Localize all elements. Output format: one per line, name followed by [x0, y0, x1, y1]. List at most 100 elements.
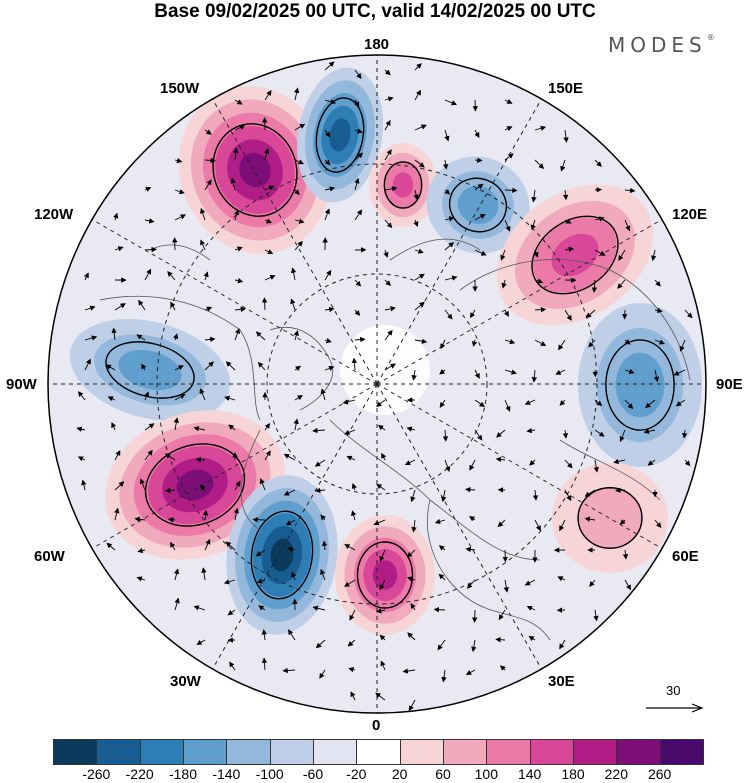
wind-arrow: [204, 361, 214, 371]
wind-arrow: [84, 305, 96, 311]
meridian-line: [206, 89, 378, 385]
wind-arrow: [381, 452, 387, 461]
wind-arrow: [524, 399, 536, 405]
wind-arrow: [204, 157, 216, 164]
wind-arrow: [442, 429, 449, 442]
wind-arrow: [376, 608, 386, 614]
wind-arrow: [202, 509, 209, 521]
wind-arrow: [503, 579, 509, 593]
colorbar-tick-label: 220: [604, 766, 629, 782]
lon-label-30e: 30E: [548, 673, 575, 690]
wind-arrow: [465, 669, 476, 675]
colorbar-tick-label: 100: [474, 766, 499, 782]
streamline-loop: [577, 487, 643, 549]
wind-arrow: [144, 186, 152, 192]
wind-arrow: [195, 456, 206, 463]
wind-arrow: [234, 124, 246, 131]
wind-arrow: [684, 459, 691, 467]
wind-arrow: [233, 209, 240, 221]
wind-arrow: [320, 568, 326, 581]
wind-arrow: [504, 219, 511, 232]
wind-arrow: [499, 665, 506, 671]
wind-arrow: [413, 189, 419, 201]
wind-arrow: [534, 339, 547, 346]
wind-arrow: [259, 478, 266, 491]
wind-arrow: [228, 424, 236, 431]
wind-arrow: [439, 369, 446, 375]
wind-arrow: [234, 480, 241, 491]
wind-arrow: [170, 541, 176, 551]
meridian-line: [376, 89, 548, 385]
wind-arrow: [414, 63, 422, 71]
wind-arrow: [294, 123, 306, 131]
wind-arrow: [414, 124, 427, 131]
colorbar-swatch: [313, 739, 358, 765]
wind-arrow: [466, 579, 476, 589]
wind-arrow: [294, 394, 303, 401]
wind-arrow: [594, 216, 605, 222]
wind-arrow: [496, 429, 506, 438]
anomaly-contour: [615, 352, 665, 418]
wind-arrow: [410, 602, 416, 611]
wind-arrow: [84, 358, 91, 371]
colorbar-tick-label: 180: [561, 766, 585, 782]
colorbar-swatch: [573, 739, 618, 765]
wind-arrow: [444, 242, 455, 251]
wind-arrow: [654, 339, 665, 345]
wind-arrow: [199, 388, 206, 401]
wind-arrow: [223, 579, 236, 585]
wind-arrow: [654, 519, 662, 529]
wind-arrow: [643, 428, 656, 434]
wind-arrow: [584, 489, 596, 497]
wind-arrow: [114, 507, 120, 521]
colorbar-tick-label: -20: [346, 766, 367, 782]
wind-arrow: [465, 546, 476, 553]
wind-arrow: [174, 157, 183, 164]
wind-arrow: [564, 459, 573, 469]
wind-arrow: [114, 481, 125, 491]
wind-arrow: [593, 609, 599, 622]
wind-arrow: [264, 218, 272, 224]
wind-arrow: [645, 399, 656, 409]
wind-arrow: [474, 183, 484, 191]
wind-arrow: [651, 249, 657, 262]
wind-arrow: [199, 484, 206, 491]
wind-arrow: [136, 334, 146, 341]
wind-arrow: [471, 639, 477, 653]
colorbar-tick-label: -100: [255, 766, 284, 782]
lon-label-90e: 90E: [716, 376, 743, 393]
wind-arrow: [324, 186, 336, 192]
wind-arrow: [173, 417, 179, 431]
wind-arrow: [351, 510, 357, 521]
wind-arrow: [83, 272, 89, 281]
wind-arrow: [204, 538, 211, 551]
coastline: [427, 499, 551, 641]
wind-arrow: [531, 369, 538, 383]
wind-arrow: [348, 667, 356, 673]
colorbar-swatch: [399, 739, 444, 765]
coastline: [240, 429, 261, 531]
streamline-loop: [383, 161, 423, 209]
wind-arrow: [261, 297, 268, 311]
wind-arrow: [438, 573, 446, 581]
coastline: [99, 295, 261, 421]
colorbar-swatch: [269, 739, 314, 765]
graticule: [48, 55, 706, 713]
streamline-loop: [105, 341, 195, 399]
wind-arrow: [193, 605, 206, 611]
wind-arrow: [444, 309, 453, 320]
wind-arrow: [144, 391, 150, 401]
wind-arrow: [107, 396, 116, 402]
wind-arrow: [384, 96, 394, 102]
wind-arrow: [233, 147, 239, 161]
wind-arrow: [264, 275, 276, 281]
wind-arrow: [441, 669, 447, 683]
wind-arrow: [173, 333, 179, 341]
wind-arrow: [290, 298, 296, 311]
wind-arrow: [234, 278, 244, 284]
wind-arrow: [589, 579, 596, 587]
wind-arrow: [474, 399, 485, 408]
wind-arrow: [264, 90, 272, 101]
wind-arrow: [114, 450, 121, 461]
wind-arrow: [555, 369, 566, 375]
